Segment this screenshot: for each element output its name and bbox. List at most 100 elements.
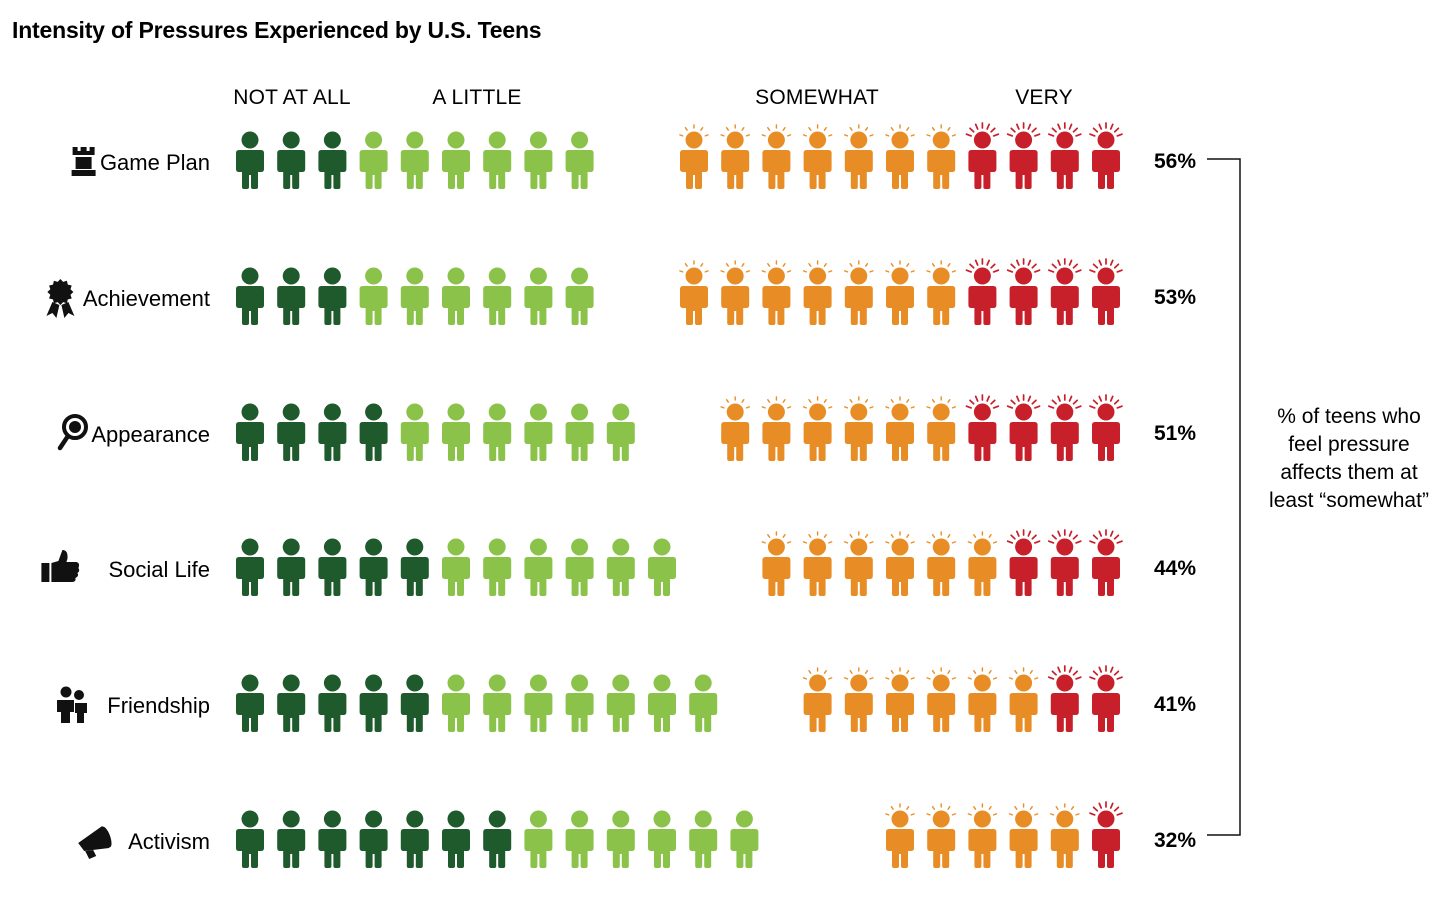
person-somewhat: [926, 803, 956, 868]
person-not-at-all: [277, 810, 306, 868]
chart-title: Intensity of Pressures Experienced by U.…: [12, 17, 541, 43]
person-somewhat: [885, 260, 915, 325]
bracket-note-line: % of teens who: [1277, 405, 1421, 428]
person-very: [1089, 122, 1123, 189]
bracket-note-line: affects them at: [1280, 461, 1418, 484]
person-a-little: [442, 403, 470, 461]
person-somewhat: [802, 667, 833, 732]
chart-rows: Game Plan 56% Achievement 53% Appearance 51% S…: [41, 122, 1196, 868]
person-a-little: [442, 538, 470, 596]
friends-icon: [57, 686, 87, 723]
bracket-note-line: least “somewhat”: [1269, 489, 1429, 512]
person-somewhat: [844, 531, 874, 596]
row-label: Friendship: [107, 693, 210, 718]
person-very: [965, 394, 1000, 461]
mirror-icon: [57, 414, 88, 451]
row-label: Activism: [128, 829, 210, 854]
category-label-a-little: A LITTLE: [432, 86, 521, 109]
thumbs-up-icon: [41, 550, 80, 582]
person-not-at-all: [318, 810, 347, 868]
person-a-little: [483, 267, 512, 325]
row-label: Social Life: [108, 557, 210, 582]
megaphone-icon: [78, 826, 112, 859]
person-somewhat: [720, 260, 750, 325]
person-a-little: [442, 267, 470, 325]
person-very: [965, 122, 1000, 189]
person-not-at-all: [236, 267, 264, 325]
person-somewhat: [761, 260, 792, 325]
person-very: [1047, 258, 1082, 325]
person-very: [1006, 122, 1041, 189]
person-a-little: [648, 810, 676, 868]
bracket-annotation: % of teens who feel pressure affects them …: [1207, 158, 1429, 836]
person-somewhat: [967, 803, 998, 868]
person-somewhat: [1008, 667, 1039, 732]
person-somewhat: [885, 396, 915, 461]
person-a-little: [400, 131, 429, 189]
person-a-little: [730, 810, 759, 868]
row-activism: Activism 32%: [78, 801, 1196, 868]
person-not-at-all: [359, 674, 388, 732]
percent-label: 32%: [1154, 829, 1196, 852]
person-a-little: [524, 538, 553, 596]
person-very: [1047, 529, 1082, 596]
person-somewhat: [926, 260, 956, 325]
person-a-little: [689, 674, 718, 732]
person-very: [1006, 529, 1041, 596]
person-very: [1006, 394, 1041, 461]
person-not-at-all: [359, 538, 388, 596]
person-somewhat: [802, 124, 833, 189]
person-a-little: [442, 131, 470, 189]
person-not-at-all: [236, 131, 264, 189]
person-a-little: [524, 810, 553, 868]
person-not-at-all: [236, 674, 264, 732]
person-very: [1047, 665, 1082, 732]
person-somewhat: [967, 531, 998, 596]
percent-label: 56%: [1154, 150, 1196, 173]
person-somewhat: [885, 803, 915, 868]
person-very: [1089, 394, 1123, 461]
person-a-little: [565, 810, 594, 868]
person-not-at-all: [318, 403, 347, 461]
row-achievement: Achievement 53%: [46, 258, 1196, 325]
person-a-little: [648, 674, 676, 732]
person-somewhat: [885, 124, 915, 189]
row-label: Achievement: [83, 286, 210, 311]
person-somewhat: [720, 124, 750, 189]
bracket-note-line: feel pressure: [1288, 433, 1409, 456]
person-somewhat: [885, 531, 915, 596]
person-somewhat: [926, 396, 956, 461]
person-somewhat: [679, 260, 709, 325]
person-a-little: [524, 267, 553, 325]
person-not-at-all: [236, 403, 264, 461]
person-not-at-all: [400, 674, 429, 732]
person-not-at-all: [442, 810, 470, 868]
person-very: [1089, 665, 1123, 732]
person-a-little: [648, 538, 676, 596]
person-not-at-all: [483, 810, 512, 868]
person-somewhat: [926, 531, 956, 596]
person-a-little: [483, 538, 512, 596]
person-a-little: [565, 538, 594, 596]
person-not-at-all: [359, 810, 388, 868]
person-a-little: [565, 403, 594, 461]
person-somewhat: [926, 124, 956, 189]
person-not-at-all: [236, 538, 264, 596]
person-very: [1089, 801, 1123, 868]
person-very: [1089, 529, 1123, 596]
person-somewhat: [844, 124, 874, 189]
person-very: [1047, 394, 1082, 461]
person-somewhat: [802, 396, 833, 461]
percent-label: 53%: [1154, 286, 1196, 309]
person-a-little: [442, 674, 470, 732]
person-a-little: [524, 403, 553, 461]
person-not-at-all: [277, 674, 306, 732]
person-a-little: [565, 674, 594, 732]
person-somewhat: [844, 260, 874, 325]
person-a-little: [483, 403, 512, 461]
person-very: [965, 258, 1000, 325]
person-somewhat: [1008, 803, 1039, 868]
person-a-little: [689, 810, 718, 868]
person-not-at-all: [318, 674, 347, 732]
